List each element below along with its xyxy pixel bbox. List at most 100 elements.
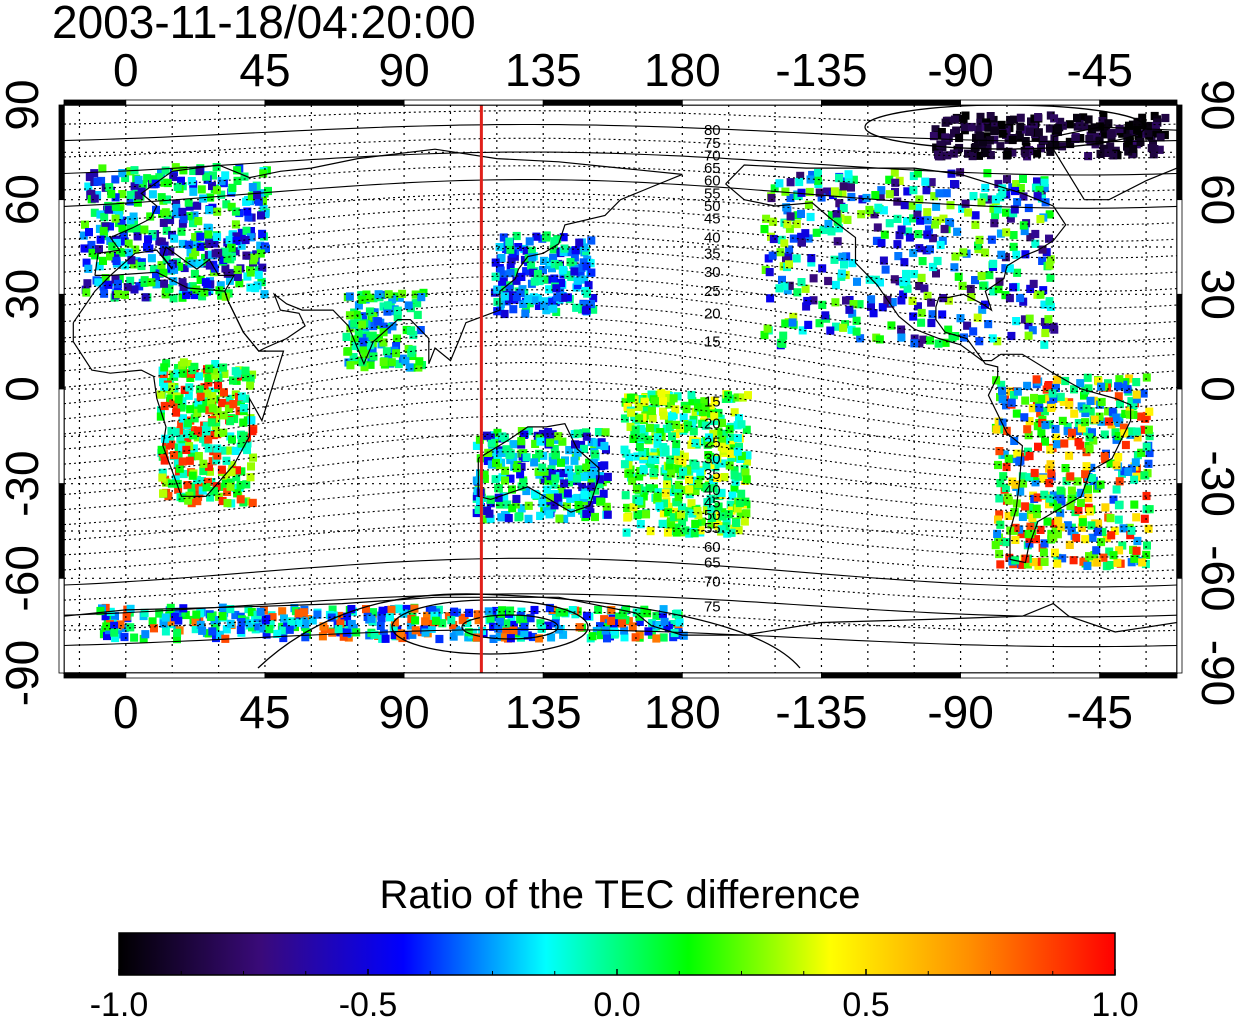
tec-cell <box>985 271 994 280</box>
tec-cell <box>690 476 698 485</box>
tec-cell <box>685 475 693 484</box>
tec-cell <box>1063 427 1072 436</box>
tec-cell <box>1085 433 1094 442</box>
tec-cell <box>100 289 109 298</box>
tec-cell <box>301 633 310 642</box>
tec-cell <box>724 391 733 400</box>
tec-cell <box>1143 541 1151 550</box>
tec-cell <box>904 227 913 236</box>
tec-cell <box>579 472 588 482</box>
tec-cell <box>688 397 697 406</box>
tec-cell <box>550 444 559 454</box>
tec-cell <box>243 445 251 455</box>
tec-cell <box>95 262 104 271</box>
tec-cell <box>177 403 186 412</box>
tec-cell <box>596 622 604 631</box>
tec-cell <box>182 290 191 300</box>
tec-cell <box>934 339 943 348</box>
tec-cell <box>247 608 256 617</box>
tec-cell <box>524 501 533 510</box>
tec-cell <box>349 624 358 633</box>
tec-cell <box>345 292 354 301</box>
tec-cell <box>365 307 374 316</box>
tec-cell <box>200 383 209 392</box>
tec-cell <box>674 464 683 474</box>
tec-cell <box>1033 493 1042 502</box>
tec-cell <box>308 616 317 625</box>
tec-cell <box>538 499 547 508</box>
tec-cell <box>1152 128 1161 137</box>
tec-cell <box>189 252 197 262</box>
tec-cell <box>196 275 205 284</box>
tec-cell <box>178 414 187 423</box>
tec-cell <box>993 205 1002 214</box>
y-tick-label-left: 0 <box>0 376 48 402</box>
tec-cell <box>1003 150 1012 159</box>
tec-cell <box>1088 474 1097 483</box>
tec-cell <box>152 205 160 214</box>
tec-cell <box>948 333 957 342</box>
tec-cell <box>565 446 574 455</box>
tec-cell <box>354 301 363 310</box>
tec-cell <box>100 213 109 222</box>
tec-cell <box>941 133 950 142</box>
tec-cell <box>711 463 720 472</box>
tec-cell <box>126 167 135 176</box>
tec-cell <box>512 276 521 285</box>
tec-cell <box>573 493 582 503</box>
magnetic-contour <box>64 628 1177 648</box>
coastline <box>725 164 1132 564</box>
tec-cell <box>512 231 521 241</box>
tec-cell <box>713 473 722 483</box>
tec-cell <box>237 392 246 401</box>
tec-cell <box>915 281 924 291</box>
tec-cell <box>1094 377 1103 386</box>
tec-cell <box>997 380 1006 389</box>
colorbar-tick-label: -1.0 <box>90 986 149 1024</box>
tec-cell <box>343 612 352 621</box>
magnetic-contour <box>64 486 1177 528</box>
tec-cell <box>1136 137 1145 146</box>
tec-cell <box>874 203 883 212</box>
region-europe <box>79 163 272 303</box>
tec-cell <box>690 529 699 538</box>
tec-cell <box>679 413 688 422</box>
tec-cell <box>517 437 526 446</box>
tec-cell <box>620 633 629 642</box>
tec-cell <box>1133 117 1142 126</box>
contour-label: 50 <box>704 198 721 215</box>
tec-cell <box>607 616 616 625</box>
tec-cell <box>891 178 900 187</box>
tec-cell <box>661 447 670 457</box>
tec-cell <box>733 504 742 513</box>
tec-cell <box>130 633 139 642</box>
tec-cell <box>517 272 526 281</box>
tec-cell <box>642 405 651 414</box>
tec-cell <box>702 484 711 493</box>
tec-cell <box>1161 113 1170 123</box>
tec-cell <box>1020 452 1029 461</box>
tec-cell <box>706 495 715 504</box>
tec-cell <box>891 187 899 197</box>
tec-cell <box>148 617 157 626</box>
tec-cell <box>450 607 459 616</box>
tec-cell <box>209 486 218 496</box>
tec-cell <box>1100 130 1108 139</box>
tec-cell <box>580 490 589 499</box>
tec-cell <box>843 215 852 224</box>
tec-cell <box>929 234 938 243</box>
tec-cell <box>344 347 353 356</box>
tec-cell <box>815 188 824 197</box>
tec-cell <box>1118 129 1127 138</box>
tec-cell <box>137 187 146 196</box>
tec-cell <box>671 507 679 516</box>
tec-cell <box>203 389 212 398</box>
tec-cell <box>938 236 947 245</box>
tec-cell <box>104 280 113 289</box>
tec-cell <box>1023 381 1032 390</box>
tec-cell <box>1059 397 1068 406</box>
tec-cell <box>566 258 575 267</box>
tec-cell <box>193 497 202 506</box>
tec-cell <box>361 350 370 359</box>
tec-cell <box>953 227 962 236</box>
